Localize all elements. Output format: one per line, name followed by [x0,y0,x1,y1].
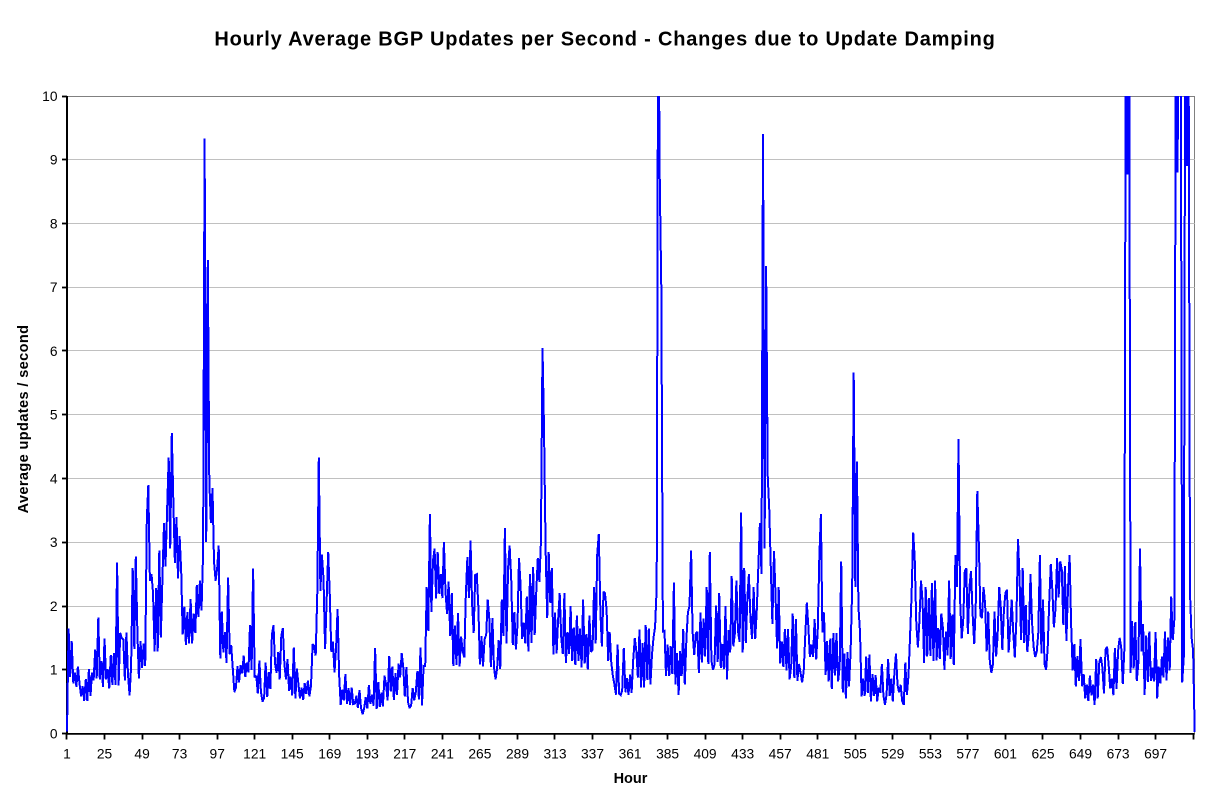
svg-text:217: 217 [393,747,416,762]
svg-text:97: 97 [210,747,225,762]
svg-text:433: 433 [731,747,754,762]
svg-text:121: 121 [243,747,266,762]
svg-text:193: 193 [356,747,379,762]
svg-text:3: 3 [50,535,58,550]
svg-text:1: 1 [63,747,71,762]
svg-text:505: 505 [844,747,867,762]
svg-text:Hourly Average BGP Updates per: Hourly Average BGP Updates per Second - … [214,29,995,51]
svg-text:9: 9 [50,153,58,168]
svg-text:601: 601 [994,747,1017,762]
svg-text:4: 4 [50,471,58,486]
svg-text:625: 625 [1031,747,1054,762]
svg-text:Hour: Hour [614,771,648,787]
svg-text:673: 673 [1107,747,1130,762]
svg-text:529: 529 [881,747,904,762]
svg-text:6: 6 [50,344,58,359]
svg-text:145: 145 [281,747,304,762]
svg-text:10: 10 [42,89,58,104]
svg-text:553: 553 [919,747,942,762]
svg-text:169: 169 [318,747,341,762]
svg-text:0: 0 [50,726,58,741]
svg-text:8: 8 [50,216,58,231]
svg-text:457: 457 [769,747,792,762]
svg-text:697: 697 [1144,747,1167,762]
svg-text:5: 5 [50,408,58,423]
svg-text:361: 361 [619,747,642,762]
svg-text:25: 25 [97,747,113,762]
svg-text:481: 481 [806,747,829,762]
svg-text:337: 337 [581,747,604,762]
svg-text:Average updates / second: Average updates / second [16,325,32,514]
svg-text:2: 2 [50,599,58,614]
svg-text:313: 313 [543,747,566,762]
svg-text:7: 7 [50,280,58,295]
svg-text:577: 577 [956,747,979,762]
svg-text:289: 289 [506,747,529,762]
svg-text:1: 1 [50,663,58,678]
svg-text:649: 649 [1069,747,1092,762]
svg-text:241: 241 [431,747,454,762]
svg-text:385: 385 [656,747,679,762]
svg-text:265: 265 [468,747,491,762]
svg-text:409: 409 [694,747,717,762]
svg-text:49: 49 [134,747,150,762]
svg-text:73: 73 [172,747,188,762]
